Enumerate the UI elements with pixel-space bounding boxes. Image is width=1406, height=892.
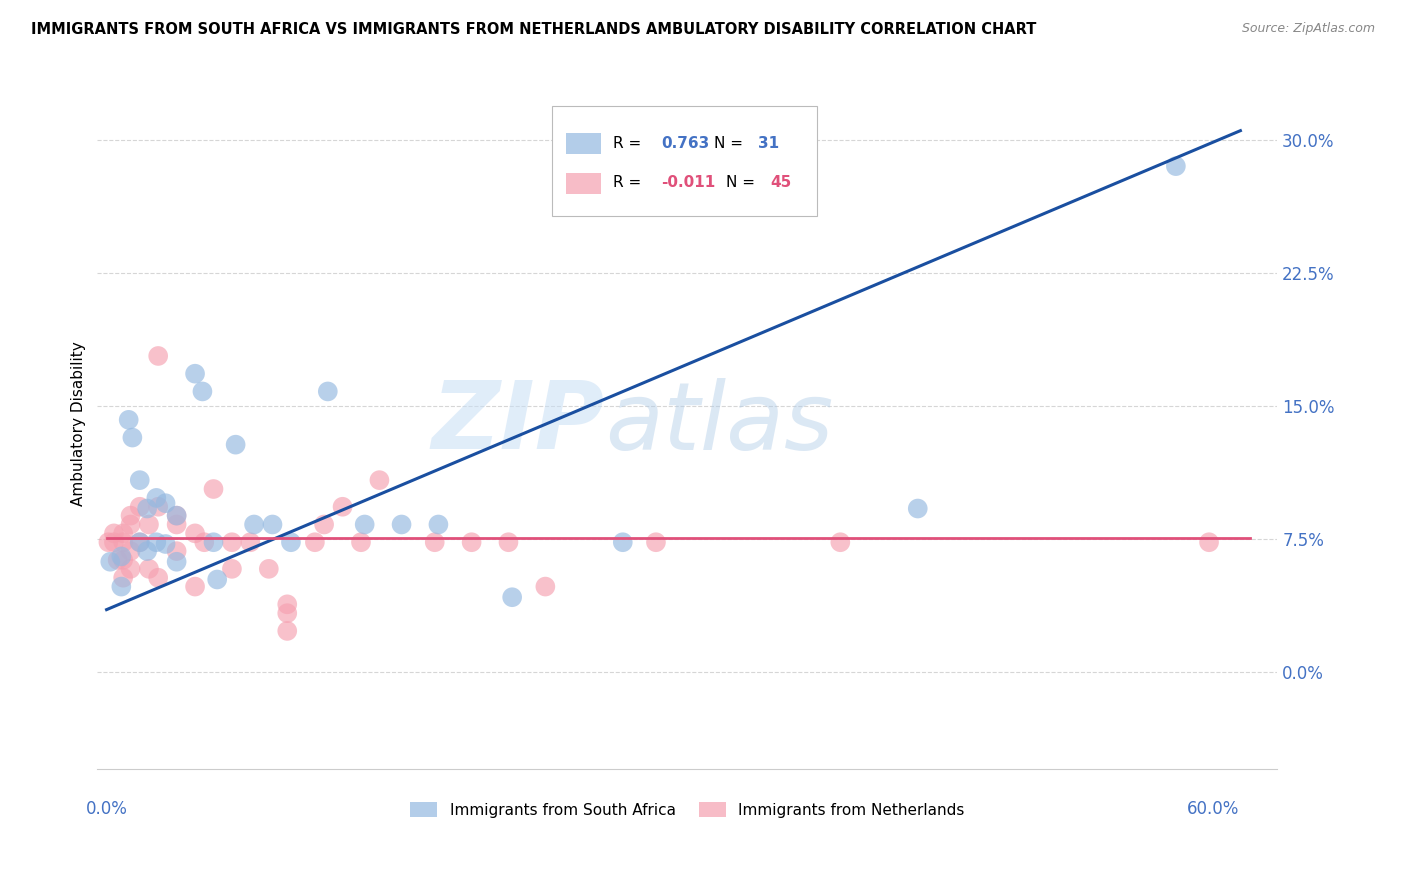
Text: N =: N =: [727, 175, 761, 190]
Point: [110, 549, 132, 564]
Point: [184, 367, 207, 381]
Point: [368, 473, 391, 487]
Point: [423, 535, 446, 549]
Text: Source: ZipAtlas.com: Source: ZipAtlas.com: [1241, 22, 1375, 36]
FancyBboxPatch shape: [565, 173, 602, 194]
Point: [110, 580, 132, 594]
Point: [166, 508, 188, 523]
Point: [112, 571, 135, 585]
Point: [332, 500, 354, 514]
Point: [830, 535, 852, 549]
Point: [136, 544, 159, 558]
Text: R =: R =: [613, 175, 647, 190]
Point: [612, 535, 634, 549]
Point: [353, 517, 375, 532]
Point: [276, 624, 298, 638]
Point: [316, 384, 339, 399]
Text: ZIP: ZIP: [432, 377, 605, 469]
Point: [112, 526, 135, 541]
Point: [166, 555, 188, 569]
Point: [276, 606, 298, 620]
Y-axis label: Ambulatory Disability: Ambulatory Disability: [72, 341, 86, 506]
Point: [257, 562, 280, 576]
Point: [148, 349, 170, 363]
Point: [103, 535, 125, 549]
Text: 45: 45: [770, 175, 792, 190]
Point: [191, 384, 214, 399]
FancyBboxPatch shape: [551, 106, 817, 216]
Point: [118, 413, 141, 427]
Text: -0.011: -0.011: [661, 175, 716, 190]
Point: [166, 508, 188, 523]
Text: N =: N =: [714, 136, 748, 151]
Point: [138, 517, 160, 532]
Legend: Immigrants from South Africa, Immigrants from Netherlands: Immigrants from South Africa, Immigrants…: [404, 796, 970, 824]
Text: 60.0%: 60.0%: [1187, 800, 1239, 818]
Point: [314, 517, 336, 532]
Point: [112, 553, 135, 567]
Point: [148, 500, 170, 514]
Point: [97, 535, 120, 549]
Point: [262, 517, 284, 532]
Point: [120, 562, 142, 576]
Text: 0.763: 0.763: [661, 136, 710, 151]
Point: [184, 526, 207, 541]
Point: [534, 580, 557, 594]
Point: [202, 535, 225, 549]
Point: [103, 526, 125, 541]
Point: [280, 535, 302, 549]
Point: [138, 562, 160, 576]
Point: [121, 431, 143, 445]
Point: [107, 553, 129, 567]
Point: [155, 496, 177, 510]
Point: [350, 535, 373, 549]
Point: [243, 517, 266, 532]
Point: [276, 597, 298, 611]
Point: [205, 573, 228, 587]
Point: [136, 501, 159, 516]
Point: [239, 535, 262, 549]
Point: [427, 517, 450, 532]
Point: [202, 482, 225, 496]
Point: [120, 544, 142, 558]
Point: [128, 473, 150, 487]
Point: [166, 517, 188, 532]
Point: [221, 535, 243, 549]
Point: [98, 555, 121, 569]
Text: atlas: atlas: [605, 378, 832, 469]
Point: [128, 535, 150, 549]
Point: [193, 535, 215, 549]
Text: IMMIGRANTS FROM SOUTH AFRICA VS IMMIGRANTS FROM NETHERLANDS AMBULATORY DISABILIT: IMMIGRANTS FROM SOUTH AFRICA VS IMMIGRAN…: [31, 22, 1036, 37]
Point: [166, 544, 188, 558]
Point: [1164, 159, 1187, 173]
Point: [112, 535, 135, 549]
Point: [155, 537, 177, 551]
Point: [145, 491, 167, 505]
Point: [148, 571, 170, 585]
Point: [460, 535, 482, 549]
Point: [907, 501, 929, 516]
Point: [184, 580, 207, 594]
Point: [501, 591, 523, 605]
Point: [120, 508, 142, 523]
Point: [128, 500, 150, 514]
Point: [221, 562, 243, 576]
Point: [128, 535, 150, 549]
Text: R =: R =: [613, 136, 647, 151]
Point: [391, 517, 413, 532]
Text: 31: 31: [758, 136, 779, 151]
Point: [225, 437, 247, 451]
Point: [1198, 535, 1220, 549]
Text: 0.0%: 0.0%: [86, 800, 128, 818]
Point: [304, 535, 326, 549]
FancyBboxPatch shape: [565, 134, 602, 154]
Point: [498, 535, 520, 549]
Point: [645, 535, 668, 549]
Point: [145, 535, 167, 549]
Point: [120, 517, 142, 532]
